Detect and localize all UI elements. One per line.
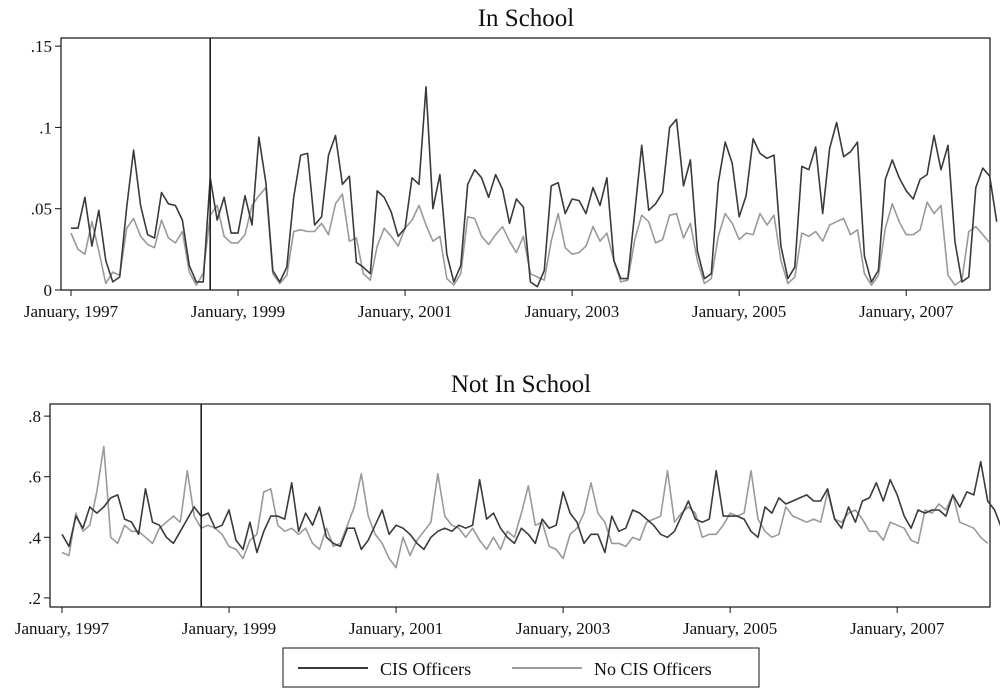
y-tick-label: .8: [28, 407, 41, 426]
panel-title: Not In School: [451, 371, 591, 398]
series-line-cis-officers: [61, 460, 1000, 554]
plot-frame: [60, 37, 991, 291]
x-tick-label: January, 2001: [349, 619, 443, 638]
axis-ticks: 0 .05 .1 .15 January, 1997 January, 1999 Janua…: [24, 37, 954, 321]
x-tick-label: January, 1999: [182, 619, 276, 638]
x-tick-label: January, 2003: [516, 619, 610, 638]
series-lines: [70, 86, 998, 288]
plot-frame: [49, 403, 991, 608]
y-tick-label: .4: [28, 528, 41, 547]
series-line-cis-officers: [71, 86, 998, 288]
legend-label-no-cis: No CIS Officers: [594, 659, 712, 679]
panel-not-in-school: Not In School .2 .4 .6 .8 January, 1997 Janua…: [15, 371, 1000, 638]
x-tick-label: January, 2005: [683, 619, 777, 638]
x-tick-label: January, 2005: [692, 302, 786, 321]
x-tick-label: January, 1999: [191, 302, 285, 321]
x-tick-label: January, 2001: [358, 302, 452, 321]
y-tick-label: .15: [31, 37, 52, 56]
y-tick-label: .2: [28, 589, 41, 608]
series-lines: [61, 445, 1000, 569]
legend: CIS Officers No CIS Officers: [282, 647, 760, 688]
panel-title: In School: [478, 5, 575, 32]
x-tick-label: January, 1997: [24, 302, 119, 321]
y-tick-label: 0: [44, 281, 53, 300]
x-tick-label: January, 2007: [859, 302, 954, 321]
x-tick-label: January, 2003: [525, 302, 619, 321]
x-tick-label: January, 2007: [850, 619, 945, 638]
y-tick-label: .1: [39, 118, 52, 137]
panel-in-school: In School 0 .05 .1 .15 January, 1997 January,…: [24, 5, 998, 321]
y-tick-label: .6: [28, 468, 41, 487]
y-tick-label: .05: [31, 200, 52, 219]
legend-label-cis: CIS Officers: [380, 659, 471, 679]
x-tick-label: January, 1997: [15, 619, 110, 638]
axis-ticks: .2 .4 .6 .8 January, 1997 January, 1999 Januar…: [15, 407, 945, 638]
